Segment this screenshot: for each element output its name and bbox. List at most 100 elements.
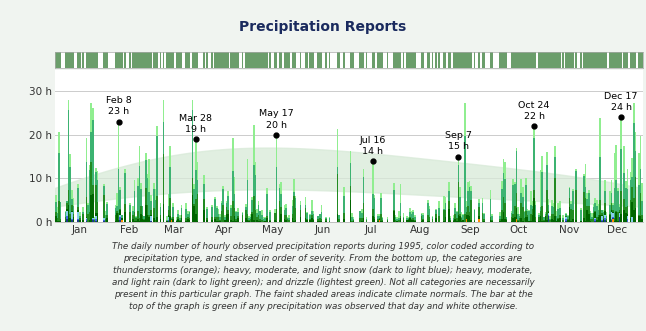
Bar: [297, 52, 298, 68]
Bar: [379, 52, 380, 68]
Bar: [237, 218, 238, 222]
Bar: [435, 210, 437, 214]
Bar: [63, 52, 65, 68]
Bar: [320, 212, 322, 218]
Bar: [68, 52, 69, 68]
Bar: [562, 218, 564, 219]
Bar: [58, 52, 59, 68]
Bar: [71, 205, 72, 211]
Bar: [266, 194, 267, 216]
Bar: [498, 52, 499, 68]
Bar: [209, 52, 211, 68]
Bar: [435, 209, 437, 210]
Bar: [203, 210, 205, 222]
Bar: [382, 217, 384, 220]
Bar: [421, 213, 422, 214]
Bar: [97, 202, 98, 213]
Bar: [525, 211, 526, 216]
Bar: [330, 52, 332, 68]
Bar: [377, 214, 379, 216]
Bar: [153, 208, 155, 218]
Bar: [290, 52, 291, 68]
Bar: [82, 207, 84, 212]
Bar: [549, 52, 551, 68]
Bar: [118, 52, 120, 68]
Bar: [140, 206, 142, 214]
Bar: [183, 52, 185, 68]
Bar: [179, 220, 180, 221]
Bar: [398, 211, 400, 218]
Bar: [277, 52, 279, 68]
Bar: [274, 52, 276, 68]
Bar: [85, 52, 87, 68]
Bar: [610, 193, 612, 203]
Bar: [456, 218, 457, 220]
Bar: [562, 215, 564, 218]
Bar: [351, 221, 353, 222]
Bar: [397, 221, 398, 222]
Bar: [163, 100, 165, 122]
Bar: [103, 184, 105, 186]
Bar: [596, 52, 598, 68]
Bar: [443, 196, 444, 209]
Bar: [427, 203, 428, 215]
Bar: [319, 218, 320, 221]
Bar: [346, 52, 348, 68]
Bar: [612, 219, 614, 222]
Bar: [467, 191, 469, 206]
Bar: [627, 168, 629, 189]
Bar: [412, 213, 414, 218]
Bar: [514, 184, 516, 206]
Bar: [326, 52, 327, 68]
Bar: [603, 52, 604, 68]
Bar: [408, 220, 409, 222]
Bar: [514, 182, 516, 184]
Bar: [180, 205, 182, 208]
Bar: [171, 217, 172, 218]
Bar: [625, 181, 627, 188]
Bar: [142, 219, 143, 222]
Bar: [617, 188, 619, 191]
Bar: [614, 188, 616, 218]
Bar: [459, 216, 461, 222]
Bar: [231, 208, 232, 216]
Bar: [89, 212, 90, 219]
Bar: [594, 219, 596, 221]
Bar: [71, 199, 72, 205]
Bar: [227, 191, 229, 196]
Bar: [103, 52, 105, 68]
Bar: [116, 193, 118, 206]
Bar: [469, 216, 470, 222]
Bar: [121, 218, 123, 220]
Bar: [546, 152, 548, 165]
Bar: [72, 214, 74, 217]
Bar: [610, 52, 612, 68]
Bar: [432, 217, 433, 219]
Bar: [103, 220, 105, 221]
Bar: [456, 212, 457, 218]
Bar: [409, 208, 411, 212]
Bar: [565, 213, 567, 214]
Bar: [521, 203, 522, 217]
Bar: [526, 211, 528, 215]
Bar: [129, 220, 130, 222]
Bar: [450, 52, 451, 68]
Bar: [623, 199, 625, 210]
Bar: [124, 52, 126, 68]
Bar: [196, 221, 198, 222]
Bar: [403, 218, 404, 221]
Bar: [482, 213, 483, 222]
Bar: [568, 198, 570, 207]
Bar: [245, 210, 247, 218]
Bar: [501, 52, 503, 68]
Bar: [524, 212, 525, 217]
Bar: [240, 52, 242, 68]
Bar: [466, 215, 467, 219]
Bar: [362, 218, 364, 222]
Bar: [530, 221, 532, 222]
Bar: [374, 52, 375, 68]
Bar: [90, 195, 92, 222]
Bar: [409, 218, 411, 222]
Bar: [58, 221, 59, 222]
Bar: [78, 220, 79, 222]
